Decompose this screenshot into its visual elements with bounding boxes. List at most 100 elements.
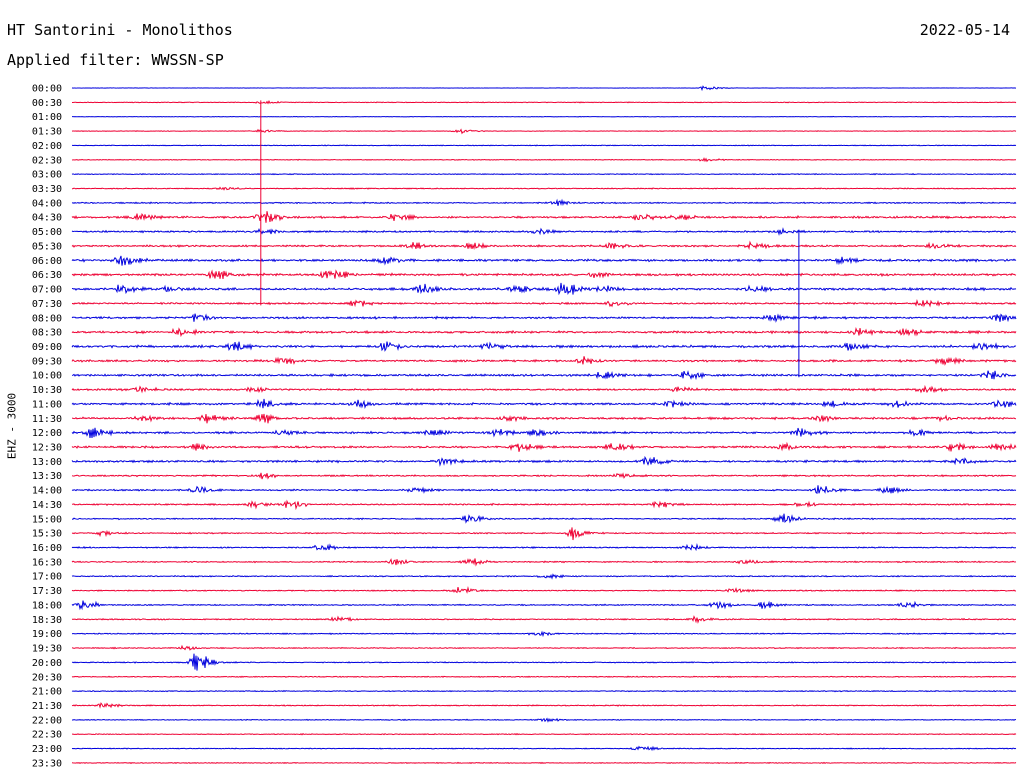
trace-row — [71, 370, 1017, 381]
time-label: 18:30 — [32, 615, 62, 626]
trace-layer — [71, 85, 1017, 765]
trace-row — [71, 99, 1017, 105]
time-label: 09:00 — [32, 342, 62, 353]
trace-row — [71, 227, 1017, 236]
time-label: 19:30 — [32, 644, 62, 655]
trace-row — [71, 513, 1017, 524]
trace-row — [71, 211, 1017, 223]
trace-row — [71, 441, 1017, 452]
time-label: 18:00 — [32, 600, 62, 611]
time-label: 16:30 — [32, 557, 62, 568]
time-label: 21:00 — [32, 687, 62, 698]
time-label-layer: 00:00 00:30 01:00 01:30 02:00 02:30 03:00 03:30… — [32, 84, 62, 770]
time-label: 22:30 — [32, 730, 62, 741]
record-date: 2022-05-14 — [919, 21, 1010, 39]
time-label: 11:00 — [32, 399, 62, 410]
time-label: 09:30 — [32, 356, 62, 367]
time-label: 12:30 — [32, 443, 62, 454]
time-label: 12:00 — [32, 428, 62, 439]
trace-row — [71, 128, 1017, 135]
time-label: 19:00 — [32, 629, 62, 640]
time-label: 08:30 — [32, 328, 62, 339]
trace-row — [71, 702, 1017, 709]
time-label: 16:00 — [32, 543, 62, 554]
trace-row — [71, 157, 1017, 163]
trace-row — [71, 499, 1017, 511]
trace-row — [71, 144, 1017, 147]
time-label: 03:00 — [32, 170, 62, 181]
station-title: HT Santorini - Monolithos — [7, 21, 233, 39]
trace-row — [71, 543, 1017, 552]
time-label: 01:30 — [32, 127, 62, 138]
time-label: 07:30 — [32, 299, 62, 310]
trace-row — [71, 558, 1017, 567]
channel-label: EHZ - 3000 — [5, 392, 19, 460]
time-label: 04:30 — [32, 213, 62, 224]
time-label: 14:00 — [32, 486, 62, 497]
time-label: 07:00 — [32, 285, 62, 296]
trace-row — [71, 356, 1017, 366]
trace-row — [71, 313, 1017, 323]
trace-row — [71, 732, 1017, 736]
time-label: 15:30 — [32, 529, 62, 540]
trace-row — [71, 761, 1017, 765]
trace-row — [71, 413, 1017, 424]
trace-row — [71, 85, 1017, 92]
trace-row — [71, 745, 1017, 752]
trace-row — [71, 653, 1017, 671]
time-label: 11:30 — [32, 414, 62, 425]
trace-row — [71, 573, 1017, 580]
trace-row — [71, 115, 1017, 118]
time-label: 05:00 — [32, 227, 62, 238]
trace-row — [71, 600, 1017, 611]
filter-label: Applied filter: WWSSN-SP — [7, 51, 224, 69]
trace-row — [71, 269, 1017, 280]
trace-row — [71, 485, 1017, 495]
trace-row — [71, 398, 1017, 410]
trace-row — [71, 586, 1017, 594]
trace-row — [71, 384, 1017, 394]
trace-row — [71, 298, 1017, 308]
trace-row — [71, 689, 1017, 693]
trace-row — [71, 255, 1017, 266]
time-label: 23:30 — [32, 758, 62, 769]
time-label: 06:30 — [32, 270, 62, 281]
time-label: 10:30 — [32, 385, 62, 396]
trace-row — [71, 675, 1017, 678]
time-label: 14:30 — [32, 500, 62, 511]
trace-row — [71, 240, 1017, 251]
trace-row — [71, 455, 1017, 467]
trace-row — [71, 186, 1017, 191]
time-label: 01:00 — [32, 112, 62, 123]
time-label: 13:00 — [32, 457, 62, 468]
time-label: 17:00 — [32, 572, 62, 583]
trace-row — [71, 615, 1017, 624]
trace-row — [71, 341, 1017, 352]
time-label: 15:00 — [32, 514, 62, 525]
trace-row — [71, 527, 1017, 541]
trace-row — [71, 717, 1017, 723]
spike-layer — [260, 100, 800, 378]
time-label: 03:30 — [32, 184, 62, 195]
time-label: 06:00 — [32, 256, 62, 267]
trace-row — [71, 198, 1017, 207]
time-label: 02:00 — [32, 141, 62, 152]
trace-row — [71, 472, 1017, 480]
trace-row — [71, 326, 1017, 338]
trace-row — [71, 644, 1017, 651]
time-label: 20:30 — [32, 672, 62, 683]
time-label: 17:30 — [32, 586, 62, 597]
time-label: 10:00 — [32, 371, 62, 382]
time-label: 02:30 — [32, 155, 62, 166]
time-label: 21:30 — [32, 701, 62, 712]
time-label: 00:00 — [32, 84, 62, 95]
time-label: 13:30 — [32, 471, 62, 482]
trace-row — [71, 173, 1017, 176]
time-label: 22:00 — [32, 715, 62, 726]
trace-row — [71, 282, 1017, 296]
time-label: 23:00 — [32, 744, 62, 755]
time-label: 00:30 — [32, 98, 62, 109]
time-label: 04:00 — [32, 198, 62, 209]
